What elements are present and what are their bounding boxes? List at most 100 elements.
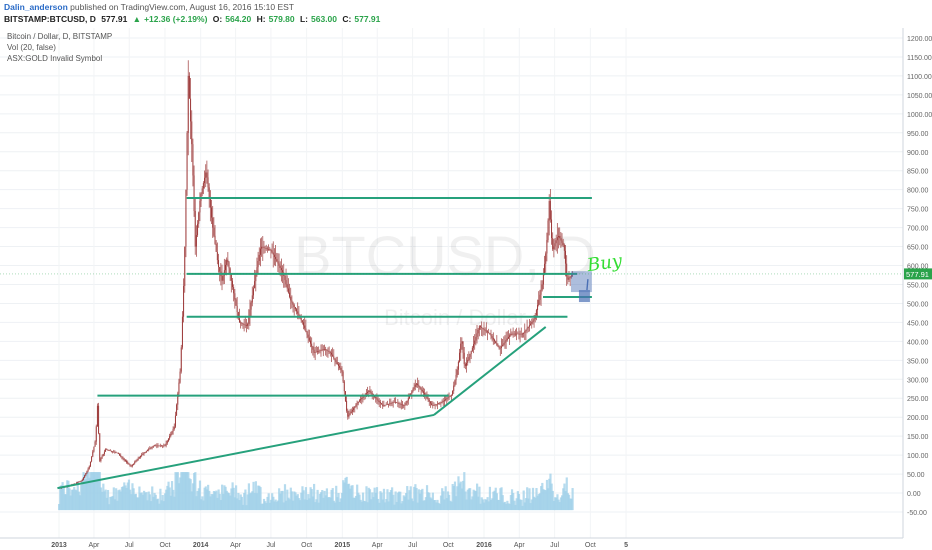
volume-bar xyxy=(555,497,558,511)
plot-area[interactable] xyxy=(0,28,903,538)
volume-bar xyxy=(282,502,285,511)
candle-body xyxy=(131,464,133,467)
volume-bar xyxy=(522,490,525,511)
volume-bar xyxy=(141,494,145,511)
candle-body xyxy=(456,369,458,375)
candle-body xyxy=(271,250,273,253)
volume-bar xyxy=(394,491,397,511)
volume-indicator-label[interactable]: Vol (20, false) xyxy=(7,43,56,52)
volume-bar xyxy=(301,486,304,511)
volume-bar xyxy=(435,502,438,511)
volume-bar xyxy=(173,496,176,511)
volume-bar xyxy=(276,500,280,511)
candle-body xyxy=(305,328,307,332)
volume-bar xyxy=(331,488,334,511)
candle-body xyxy=(79,481,81,483)
volume-bar xyxy=(111,496,114,511)
price-tick-label: 450.00 xyxy=(907,320,929,327)
volume-bar xyxy=(498,500,501,511)
volume-bar xyxy=(382,488,386,511)
price-tick-label: 700.00 xyxy=(907,226,929,233)
candle-body xyxy=(88,466,90,469)
volume-bar xyxy=(471,496,474,511)
volume-bar xyxy=(472,489,475,511)
volume-bar xyxy=(464,491,467,511)
buy-annotation[interactable]: Buy xyxy=(585,250,624,276)
volume-bar xyxy=(234,485,238,511)
volume-bar xyxy=(170,481,174,511)
candle-body xyxy=(497,344,499,347)
candle-body xyxy=(435,404,437,405)
last-price: 577.91 xyxy=(101,14,128,24)
time-axis[interactable]: 2013 Apr Jul Oct 2014 Apr Jul Oct 2015 Apr Jul Oct 2… xyxy=(51,542,628,549)
candle-body xyxy=(235,299,237,306)
candle-body xyxy=(112,451,114,452)
volume-bar xyxy=(181,472,184,511)
candle-body xyxy=(282,270,284,273)
volume-bar xyxy=(222,493,225,511)
volume-bar xyxy=(176,472,179,511)
volume-bar xyxy=(458,483,461,511)
up-arrow-icon: ▲ xyxy=(132,14,142,24)
candle-body xyxy=(404,405,406,406)
candle-body xyxy=(307,334,309,338)
volume-bar xyxy=(434,499,437,511)
candle-body xyxy=(432,405,434,406)
buy-zone-marker[interactable] xyxy=(578,290,590,303)
candle-body xyxy=(371,393,373,395)
volume-bar xyxy=(407,499,410,511)
volume-bar xyxy=(250,492,253,511)
author-link[interactable]: Dalin_anderson xyxy=(4,2,68,12)
candle-body xyxy=(165,443,167,446)
candle-body xyxy=(439,402,441,404)
candle-body xyxy=(443,400,445,402)
drawing-tools[interactable]: Buy xyxy=(57,197,624,490)
volume-bar xyxy=(549,473,552,511)
candle-body xyxy=(276,259,278,262)
volume-bar xyxy=(356,484,359,511)
price-tick-label: 550.00 xyxy=(907,282,929,289)
volume-bar xyxy=(266,496,269,511)
candle-body xyxy=(164,445,166,447)
trend-line[interactable] xyxy=(433,326,547,416)
candle-body xyxy=(391,402,393,404)
volume-bar xyxy=(182,472,185,511)
candle-body xyxy=(495,341,497,344)
volume-bar xyxy=(372,496,375,511)
volume-bar xyxy=(127,479,131,511)
volume-bar xyxy=(140,492,143,511)
trend-line[interactable] xyxy=(57,413,435,490)
time-tick-label: Oct xyxy=(160,542,171,549)
candle-body xyxy=(105,449,107,452)
price-axis[interactable]: 1200.00 1150.00 1100.00 1050.00 1000.00 950.0… xyxy=(907,36,932,517)
volume-bar xyxy=(81,480,84,511)
volume-bar xyxy=(445,498,448,511)
high-label: H: xyxy=(256,14,266,24)
candle-body xyxy=(75,482,77,484)
candle-body xyxy=(237,312,239,319)
volume-bar xyxy=(505,503,508,511)
volume-bar xyxy=(414,484,417,511)
candle-body xyxy=(192,144,194,176)
volume-bar xyxy=(520,499,523,511)
symbol-label[interactable]: BITSTAMP:BTCUSD, D xyxy=(4,14,96,24)
candle-body xyxy=(411,391,413,394)
candle-body xyxy=(126,461,128,463)
high-value: 579.80 xyxy=(268,14,295,24)
price-tick-label: 1000.00 xyxy=(907,112,932,119)
volume-bar xyxy=(133,494,136,511)
candle-body xyxy=(155,445,157,447)
candle-body xyxy=(188,75,190,99)
volume-bar xyxy=(105,497,108,511)
buy-zone-arrow[interactable] xyxy=(586,279,589,291)
volume-bar xyxy=(519,499,522,511)
volume-bar xyxy=(493,490,496,511)
candle-body xyxy=(533,319,535,321)
volume-bar xyxy=(288,499,291,511)
volume-bar xyxy=(151,486,154,511)
volume-bar xyxy=(166,485,169,511)
candle-body xyxy=(124,459,126,462)
published-text: published on TradingView.com, August 16,… xyxy=(70,2,294,12)
volume-bar xyxy=(430,498,433,511)
